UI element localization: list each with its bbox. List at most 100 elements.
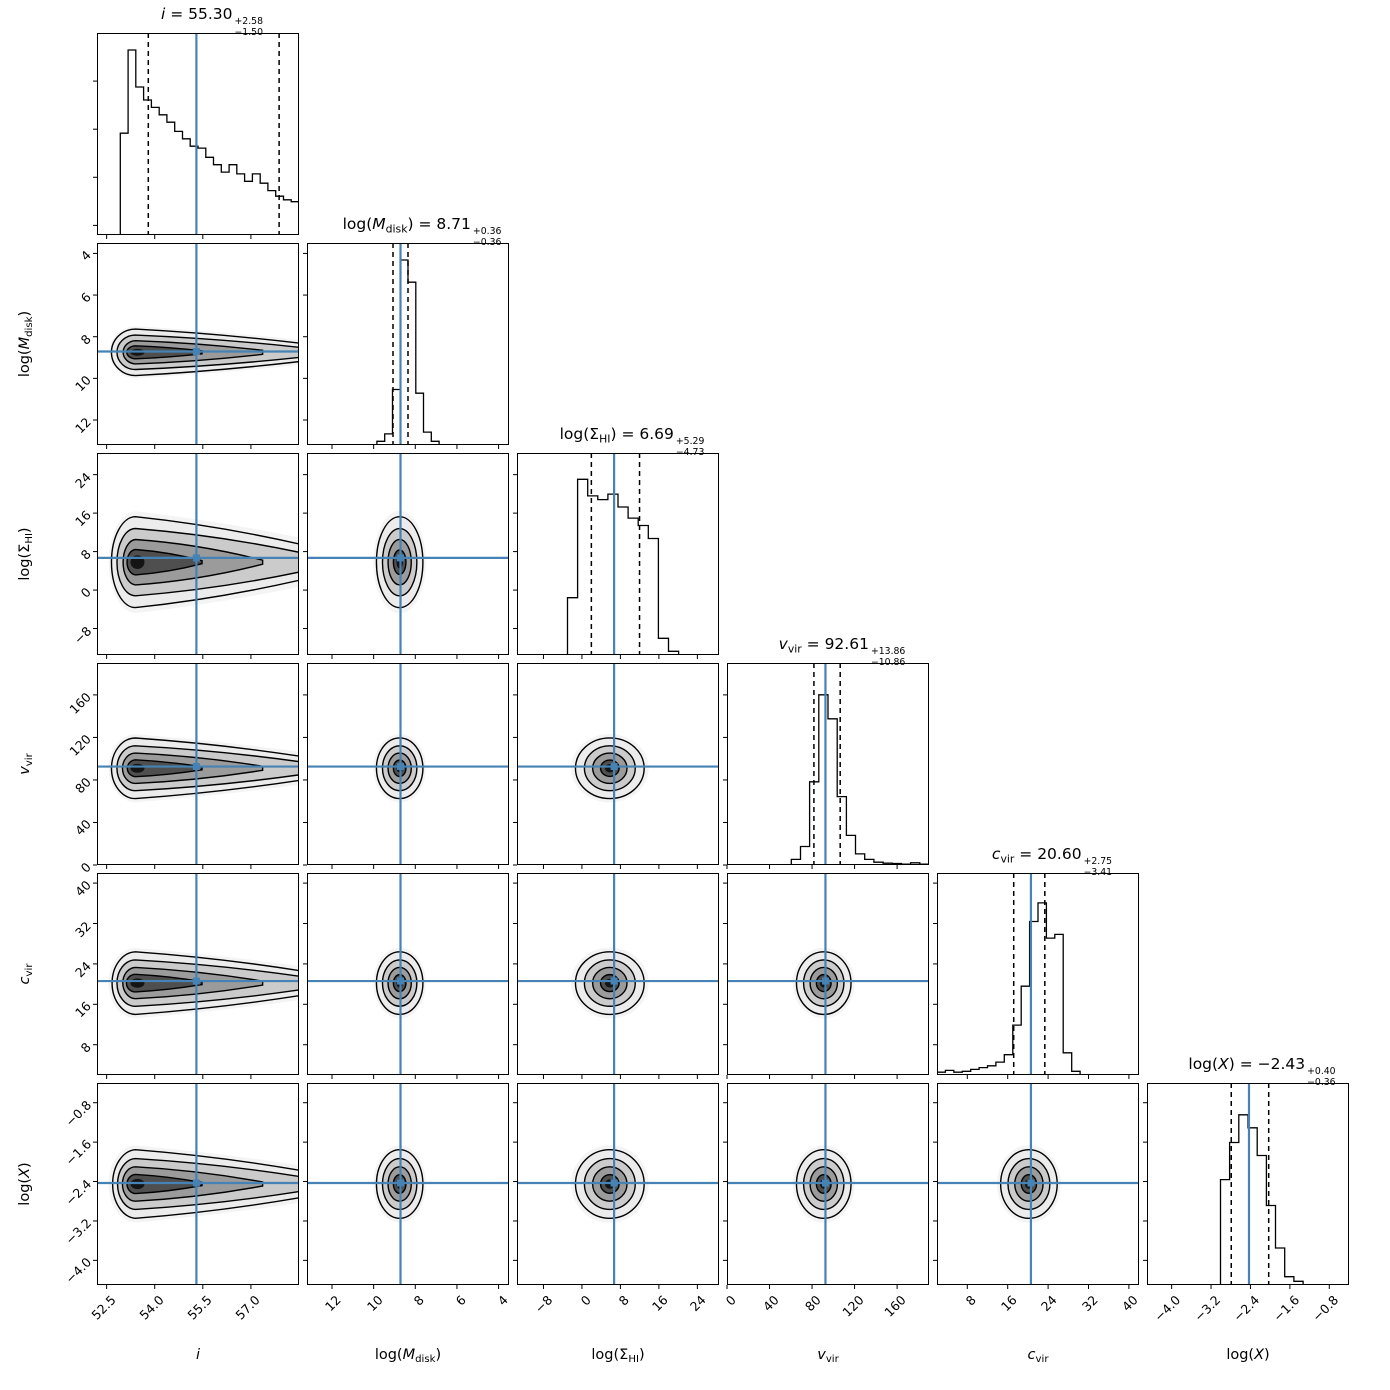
title-value: 20.60	[1037, 845, 1082, 863]
panel-border	[97, 453, 299, 655]
plot-area	[1219, 1083, 1304, 1285]
histogram-outline	[1219, 1114, 1304, 1285]
axis-label-post: )	[16, 527, 33, 534]
title-err-plus: +2.58	[234, 15, 264, 27]
title-err-plus: +2.75	[1083, 855, 1113, 867]
axis-label-sub: HI	[24, 533, 36, 544]
contour-canvas	[93, 243, 299, 449]
title-value: 55.30	[188, 5, 233, 23]
truth-marker	[397, 763, 405, 771]
plot-area	[517, 873, 719, 1075]
title-var: c	[991, 845, 1001, 863]
contour-canvas	[723, 873, 929, 1079]
truth-marker	[192, 763, 200, 771]
y-tick-label-c_vir: 32	[72, 917, 94, 940]
axis-label-var: Σ	[16, 543, 33, 553]
axis-label-pre: log(	[1226, 1347, 1255, 1363]
axis-label-var: v	[817, 1347, 826, 1363]
x-axis-label-log_SigmaHI: log(ΣHI)	[591, 1347, 644, 1365]
y-tick-label-log_SigmaHI: 8	[77, 545, 94, 563]
x-axis-label-log_X: log(X)	[1226, 1347, 1269, 1365]
panel-contour-log_SigmaHI-vs-log_Mdisk	[303, 453, 509, 659]
title-uncertainty: +5.29 −4.73	[675, 436, 705, 459]
x-tick-label-c_vir: 8	[962, 1292, 980, 1309]
x-tick-label-log_X: −2.4	[1230, 1292, 1263, 1325]
x-axis-label-c_vir: cvir	[1028, 1347, 1049, 1365]
contour-canvas	[303, 873, 509, 1079]
y-tick-label-c_vir: 16	[72, 998, 94, 1021]
axis-label-pre: log(	[16, 1177, 33, 1206]
title-eq: =	[165, 5, 189, 23]
axis-label-post: )	[435, 1347, 442, 1363]
title-post: )	[1228, 1055, 1235, 1073]
y-tick-label-log_SigmaHI: −8	[70, 622, 94, 647]
axis-label-post: )	[16, 310, 33, 317]
y-tick-label-log_Mdisk: 8	[77, 331, 94, 348]
title-post: )	[407, 215, 414, 233]
panel-contour-log_X-vs-v_vir	[723, 1083, 929, 1289]
y-tick-label-log_SigmaHI: 24	[72, 468, 94, 491]
plot-area	[307, 1083, 509, 1285]
title-post: )	[610, 425, 617, 443]
panel-contour-c_vir-vs-log_Mdisk	[303, 873, 509, 1079]
title-var: X	[1218, 1055, 1229, 1073]
title-c_vir: cvir = 20.60 +2.75 −3.41	[992, 845, 1112, 879]
title-log_Mdisk: log(Mdisk) = 8.71 +0.36 −0.36	[343, 215, 502, 249]
panel-hist-log_X	[1143, 1083, 1349, 1289]
panel-border	[97, 1083, 299, 1285]
plot-area	[937, 873, 1081, 1075]
axis-label-sub: vir	[24, 963, 36, 977]
axis-label-sub: vir	[825, 1354, 839, 1366]
title-uncertainty: +13.86 −10.86	[871, 646, 905, 669]
title-err-minus: −4.73	[675, 446, 705, 458]
title-var-sub: HI	[599, 432, 611, 446]
axis-label-var: Σ	[619, 1347, 629, 1363]
y-tick-label-log_Mdisk: 4	[77, 247, 94, 264]
contour-canvas	[303, 1083, 509, 1289]
x-tick-label-log_Mdisk: 4	[494, 1292, 511, 1309]
x-tick-label-v_vir: 120	[839, 1292, 867, 1320]
truth-marker	[397, 554, 405, 562]
title-uncertainty: +0.36 −0.36	[472, 225, 502, 249]
contour-core	[130, 763, 145, 773]
y-axis-label-c_vir: cvir	[17, 964, 35, 985]
panel-hist-v_vir	[723, 663, 929, 869]
title-err-plus: +0.36	[472, 225, 502, 237]
y-tick-label-v_vir: 160	[66, 689, 94, 717]
title-uncertainty: +2.75 −3.41	[1083, 855, 1113, 879]
title-value: 8.71	[436, 215, 471, 233]
title-err-minus: −0.36	[472, 236, 502, 248]
plot-area	[307, 453, 509, 655]
panel-contour-log_X-vs-i	[93, 1083, 299, 1289]
y-tick-label-log_X: −2.4	[61, 1175, 94, 1208]
x-tick-label-v_vir: 160	[881, 1292, 910, 1320]
panel-border	[97, 663, 299, 865]
x-tick-label-log_Mdisk: 10	[363, 1292, 386, 1315]
panel-contour-log_Mdisk-vs-i	[93, 243, 299, 449]
panel-border	[97, 873, 299, 1075]
histogram-canvas	[513, 453, 719, 659]
panel-border	[97, 33, 299, 235]
panel-contour-v_vir-vs-i	[93, 663, 299, 869]
panel-hist-log_SigmaHI	[513, 453, 719, 659]
plot-area	[97, 453, 299, 655]
contour-canvas	[303, 453, 509, 659]
title-pre: log(	[559, 425, 590, 443]
x-tick-label-log_Mdisk: 8	[410, 1292, 428, 1309]
x-tick-label-log_SigmaHI: 24	[687, 1292, 710, 1315]
panel-border	[937, 1083, 1139, 1285]
axis-label-sub: disk	[415, 1354, 436, 1366]
title-err-minus: −3.41	[1083, 866, 1113, 878]
plot-area	[97, 243, 299, 445]
y-tick-label-log_SigmaHI: 16	[72, 507, 94, 530]
histogram-outline	[566, 478, 680, 655]
x-tick-label-c_vir: 24	[1038, 1292, 1061, 1315]
title-uncertainty: +2.58 −1.50	[234, 15, 264, 39]
y-axis-label-log_SigmaHI: log(ΣHI)	[17, 527, 35, 580]
axis-label-sub: HI	[628, 1354, 639, 1366]
y-axis-label-log_Mdisk: log(Mdisk)	[17, 311, 35, 377]
truth-marker	[192, 554, 200, 562]
y-tick-label-log_X: −1.6	[61, 1136, 94, 1169]
axis-label-var: c	[1027, 1347, 1036, 1363]
contour-core	[130, 978, 145, 988]
